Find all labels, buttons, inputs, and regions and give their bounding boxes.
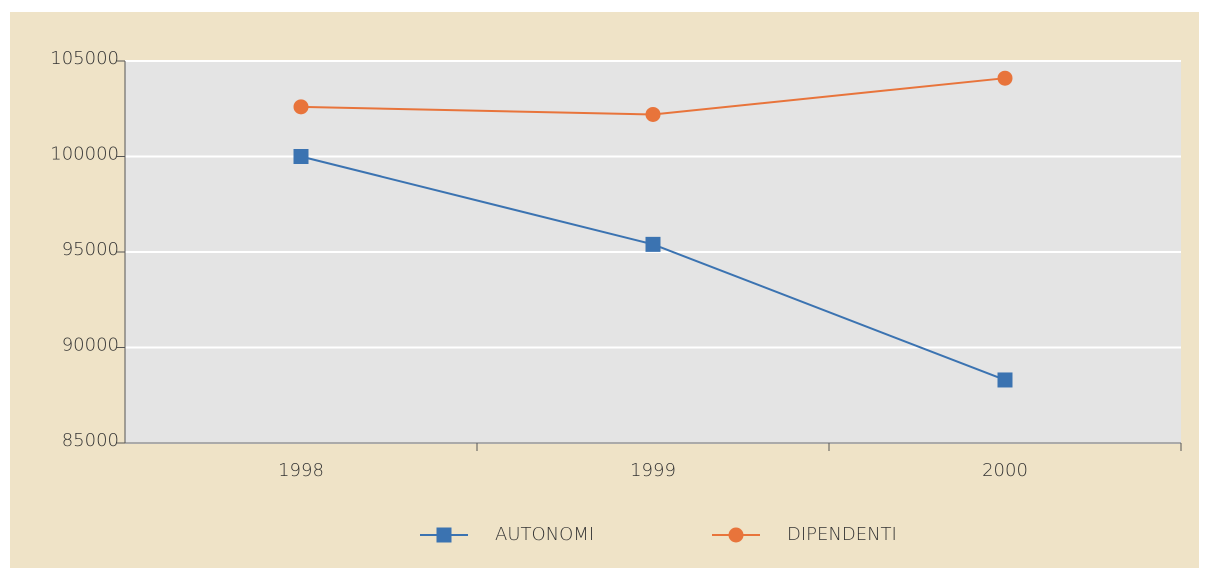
marker	[436, 527, 452, 543]
marker	[293, 149, 309, 164]
y-tick-label: 95000	[62, 239, 119, 260]
y-tick-label: 105000	[50, 48, 119, 69]
marker	[293, 99, 309, 115]
y-tick-label: 90000	[62, 335, 119, 356]
x-tick-label: 2000	[982, 460, 1028, 481]
marker	[645, 106, 661, 122]
marker	[645, 236, 661, 252]
legend-label: AUTONOMI	[495, 524, 594, 545]
y-tick-label: 85000	[62, 430, 119, 451]
marker	[997, 372, 1013, 388]
x-tick-label: 1998	[278, 460, 324, 481]
y-tick-label: 100000	[50, 144, 119, 165]
legend-label: DIPENDENTI	[787, 524, 897, 545]
marker	[997, 70, 1013, 86]
x-tick-label: 1999	[630, 460, 676, 481]
marker	[728, 527, 744, 543]
